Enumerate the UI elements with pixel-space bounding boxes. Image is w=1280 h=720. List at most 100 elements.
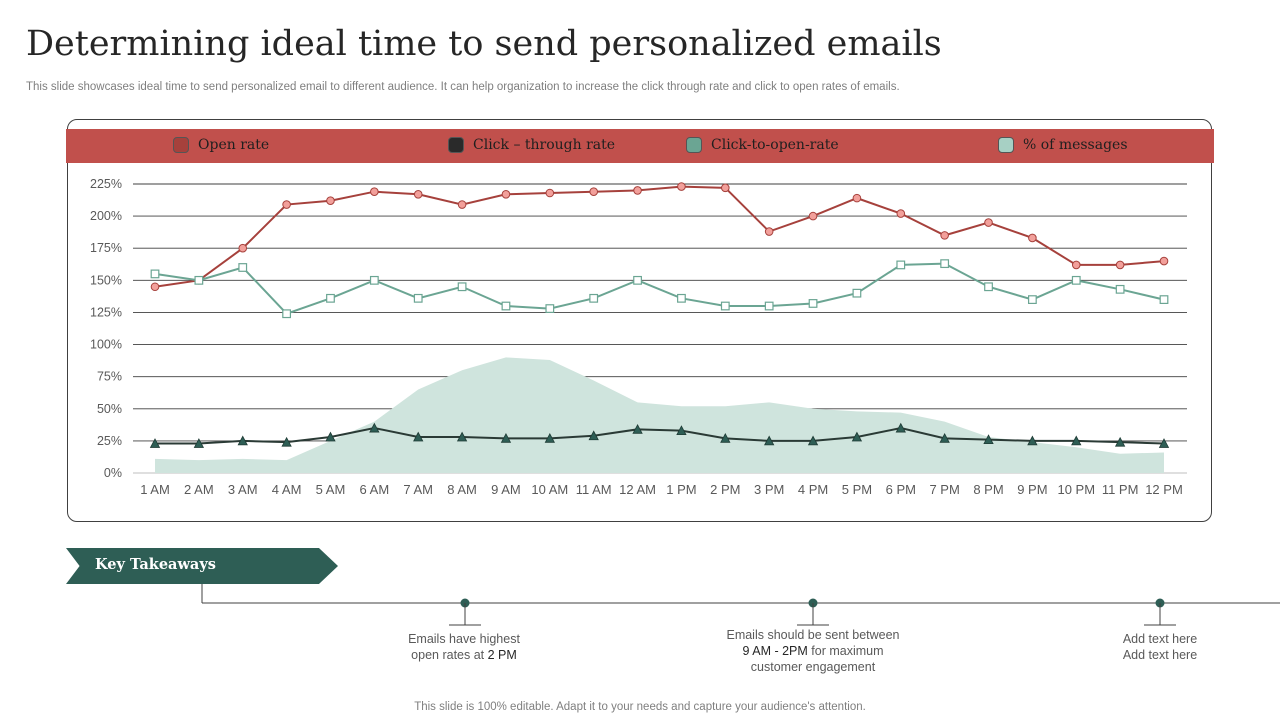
x-tick-label: 1 AM (140, 482, 170, 497)
x-tick-label: 8 AM (447, 482, 477, 497)
legend-item-click-through-rate: Click – through rate (448, 137, 615, 153)
legend-swatch-messages (998, 137, 1014, 153)
x-tick-label: 4 PM (798, 482, 828, 497)
x-tick-label: 2 AM (184, 482, 214, 497)
click-through-rate-point (676, 425, 687, 436)
x-tick-label: 6 PM (886, 482, 916, 497)
takeaway-2-highlight: 9 AM - 2PM (742, 644, 808, 658)
y-tick-label: 50% (97, 402, 122, 416)
y-tick-label: 0% (104, 466, 122, 480)
open-rate-point (721, 183, 730, 193)
y-tick-label: 100% (90, 338, 122, 352)
click-through-rate-point (983, 434, 994, 445)
x-tick-label: 10 PM (1057, 482, 1095, 497)
x-tick-label: 6 AM (360, 482, 390, 497)
y-tick-label: 25% (97, 434, 122, 448)
click-through-rate-point (413, 431, 424, 442)
takeaway-1-line1: Emails have highest (408, 632, 520, 646)
open-rate-point (282, 200, 291, 209)
takeaway-2-line2: 9 AM - 2PM for maximum (698, 643, 928, 659)
open-rate-point (896, 209, 906, 218)
click-to-open-rate-point (589, 293, 599, 303)
open-rate-point (457, 200, 467, 209)
click-to-open-rate-point (238, 263, 248, 272)
x-tick-label: 11 PM (1102, 482, 1139, 497)
open-rate-point (808, 211, 818, 221)
open-rate-point (1115, 260, 1125, 270)
click-through-rate-point (1071, 435, 1082, 446)
click-to-open-rate-point (545, 304, 555, 313)
click-through-rate-point (1027, 435, 1038, 446)
messages-area (155, 357, 1164, 473)
legend-label-open-rate: Open rate (198, 137, 270, 153)
x-tick-label: 8 PM (973, 482, 1003, 497)
takeaway-1-highlight: 2 PM (487, 648, 517, 662)
legend-swatch-click-to-open-rate (686, 137, 702, 153)
click-to-open-rate-point (150, 269, 160, 279)
open-rate-point (238, 243, 248, 253)
legend-label-click-through-rate: Click – through rate (473, 137, 616, 153)
click-to-open-rate-point (326, 293, 335, 303)
takeaway-2-line3: customer engagement (750, 660, 876, 674)
slide-footer: This slide is 100% editable. Adapt it to… (414, 701, 866, 713)
slide-title: Determining ideal time to send personali… (26, 24, 942, 64)
x-tick-label: 3 PM (754, 482, 784, 497)
click-through-rate-point (632, 423, 643, 434)
open-rate-point (501, 189, 511, 199)
messages-area-series (155, 357, 1164, 473)
click-through-rate-point (588, 430, 599, 441)
y-tick-label: 200% (90, 209, 122, 223)
open-rate-line (154, 185, 1165, 288)
click-through-rate-point (895, 422, 906, 433)
takeaway-3-line1: Add text here (1122, 632, 1198, 646)
chart-frame (67, 119, 1212, 522)
x-tick-label: 5 AM (316, 482, 346, 497)
open-rate-point (1159, 256, 1169, 266)
click-through-rate-point (325, 431, 336, 442)
click-through-rate-point (807, 435, 819, 446)
click-through-rate-point (456, 431, 468, 442)
takeaway-3: Add text here Add text here (1045, 631, 1275, 663)
click-through-rate-point (193, 438, 205, 448)
click-to-open-rate-point (282, 309, 292, 319)
click-through-rate-point (544, 432, 555, 443)
click-to-open-rate-point (369, 275, 379, 285)
legend-swatch-open-rate (173, 137, 189, 153)
click-to-open-rate-point (720, 301, 730, 311)
click-to-open-rate-point (984, 282, 993, 292)
click-through-rate-point (500, 432, 512, 443)
click-to-open-rate-point (808, 299, 818, 308)
open-rate-point (852, 193, 862, 203)
x-axis-ticks: 1 AM 2 AM 3 AM 4 AM 5 AM 6 AM 7 AM 8 AM 9 AM 10 A… (140, 482, 1183, 497)
open-rate-point (984, 218, 993, 227)
takeaway-2: Emails should be sent between 9 AM - 2PM… (698, 627, 928, 675)
click-to-open-rate-point (1159, 295, 1169, 304)
click-through-rate-point (369, 422, 380, 433)
x-tick-label: 1 PM (666, 482, 696, 497)
click-to-open-rate-point (1071, 275, 1081, 285)
click-through-rate-point (764, 435, 775, 446)
open-rate-point (589, 187, 598, 197)
line-series (149, 182, 1170, 448)
click-to-open-rate-point (413, 293, 423, 303)
click-to-open-rate-point (194, 275, 204, 285)
x-tick-label: 4 AM (272, 482, 302, 497)
click-to-open-rate-point (633, 275, 642, 285)
takeaway-2-text: for maximum (807, 644, 884, 658)
click-to-open-rate-point (1027, 295, 1037, 304)
click-through-rate-point (237, 435, 248, 446)
x-tick-label: 12 PM (1145, 482, 1183, 497)
y-tick-label: 225% (90, 177, 122, 191)
takeaway-1-line2: open rates at 2 PM (349, 647, 579, 663)
x-tick-label: 9 AM (491, 482, 521, 497)
y-tick-label: 125% (90, 305, 122, 319)
takeaway-1: Emails have highest open rates at 2 PM (349, 631, 579, 663)
click-through-rate-point (281, 436, 292, 447)
click-through-rate-line (155, 427, 1165, 445)
click-through-rate-point (720, 432, 731, 443)
y-tick-label: 175% (90, 241, 122, 255)
open-rate-point (1028, 233, 1037, 243)
takeaways-timeline (201, 584, 1280, 626)
open-rate-point (940, 231, 949, 240)
